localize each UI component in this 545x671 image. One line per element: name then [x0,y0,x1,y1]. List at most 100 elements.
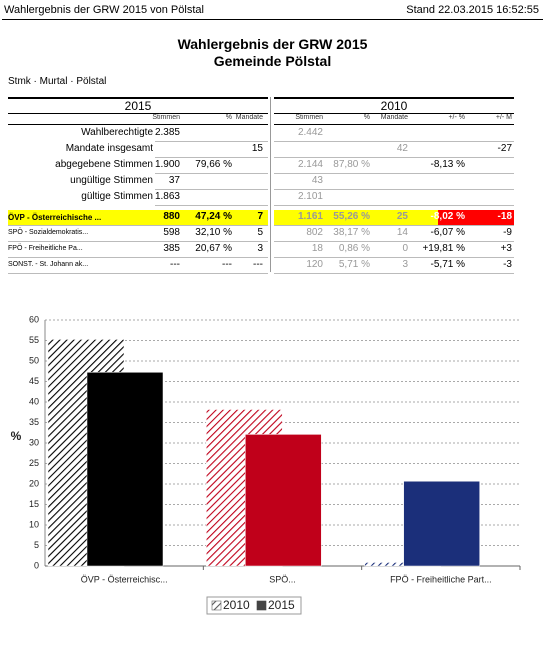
cell: 2.385 [154,127,180,138]
row-rule [8,225,268,226]
column-header: Stimmen [295,114,323,121]
column-header: +/- % [448,114,465,121]
y-axis-label: % [11,429,22,443]
year-label: 2010 [380,99,408,113]
row-rule [155,205,268,206]
row-label: Mandate insgesamt [65,143,153,154]
cell: -27 [497,143,512,154]
row-rule [274,141,514,142]
title-line: Wahlergebnis der GRW 2015 [177,36,368,52]
section-rule [274,124,514,125]
column-header: Mandate [380,114,408,121]
cell: -3 [503,259,512,270]
cell: --- [170,259,180,270]
y-tick-label: 55 [29,335,39,345]
y-tick-label: 35 [29,417,39,427]
cell: 2.144 [297,159,323,170]
row-rule [155,189,268,190]
legend-label: 2015 [268,598,295,612]
cell: 37 [168,175,180,186]
cell: 2.101 [297,191,323,202]
row-rule [8,241,268,242]
cell: 20,67 % [195,243,232,254]
cell: --- [222,259,232,270]
cell: 802 [306,227,323,238]
section-rule [274,97,514,99]
row-label: ungültige Stimmen [70,175,153,186]
breadcrumb: Stmk · Murtal · Pölstal [8,76,107,87]
cell: -8,13 % [430,159,465,170]
cell: 42 [396,143,408,154]
cell: 25 [396,211,408,222]
cell: 79,66 % [195,159,232,170]
cell: -6,07 % [430,227,465,238]
cell: -5,71 % [430,259,465,270]
legend-swatch [256,600,267,611]
bar [403,481,480,567]
cell: 1.863 [154,191,180,202]
row-rule [274,273,514,274]
cell: 14 [396,227,408,238]
party-label: SONST. - St. Johann ak... [8,261,89,268]
row-rule [274,157,514,158]
row-rule [155,173,268,174]
column-header: % [363,114,370,121]
chart: 0 5 10 15 20 25 30 35 40 45 50 55 60% ÖVP - Österreic… [11,314,521,615]
cell: 55,26 % [333,211,370,222]
y-tick-label: 0 [34,560,39,570]
y-tick-label: 25 [29,458,39,468]
cell: 7 [257,211,263,222]
y-tick-label: 50 [29,355,39,365]
row-rule [274,173,514,174]
cell: 5,71 % [338,259,370,270]
cell: -18 [497,211,512,222]
cell: 0,86 % [338,243,370,254]
y-tick-label: 20 [29,478,39,488]
cell: 3 [257,243,263,254]
row-highlight [8,210,268,225]
cell: 47,24 % [195,211,232,222]
y-tick-label: 60 [29,314,39,324]
cell: 120 [306,259,323,270]
loss-highlight [438,210,514,225]
title-line: Gemeinde Pölstal [213,53,332,69]
cell: 598 [163,227,180,238]
row-rule [8,273,268,274]
row-rule [155,141,268,142]
cell: 0 [402,243,408,254]
party-label: SPÖ - Sozialdemokratis... [8,229,89,236]
party-label: ÖVP - Österreichische ... [8,213,102,222]
y-tick-label: 15 [29,499,39,509]
x-tick-label: ÖVP - Österreichisc... [81,574,168,584]
row-rule [274,257,514,258]
column-header: +/- M [495,114,512,121]
row-rule [155,157,268,158]
cell: 385 [163,243,180,254]
column-header: % [225,114,232,121]
cell: 1.161 [297,211,323,222]
legend-label: 2010 [223,598,250,612]
x-tick-label: SPÖ... [269,574,296,584]
cell: 880 [163,211,180,222]
cell: +19,81 % [422,243,465,254]
section-divider [270,97,271,272]
cell: 32,10 % [195,227,232,238]
row-rule [8,257,268,258]
header-right: Stand 22.03.2015 16:52:55 [406,4,539,16]
cell: --- [253,259,263,270]
cell: -9 [503,227,512,238]
bar [245,434,322,567]
legend-box [206,596,302,615]
cell: 43 [311,175,323,186]
section-rule [8,113,268,114]
row-highlight [274,210,438,225]
cell: 38,17 % [333,227,370,238]
cell: 5 [257,227,263,238]
column-header: Mandate [235,114,263,121]
y-tick-label: 5 [34,540,39,550]
cell: 18 [311,243,323,254]
cell: 15 [251,143,263,154]
cell: 1.900 [154,159,180,170]
cell: 87,80 % [333,159,370,170]
